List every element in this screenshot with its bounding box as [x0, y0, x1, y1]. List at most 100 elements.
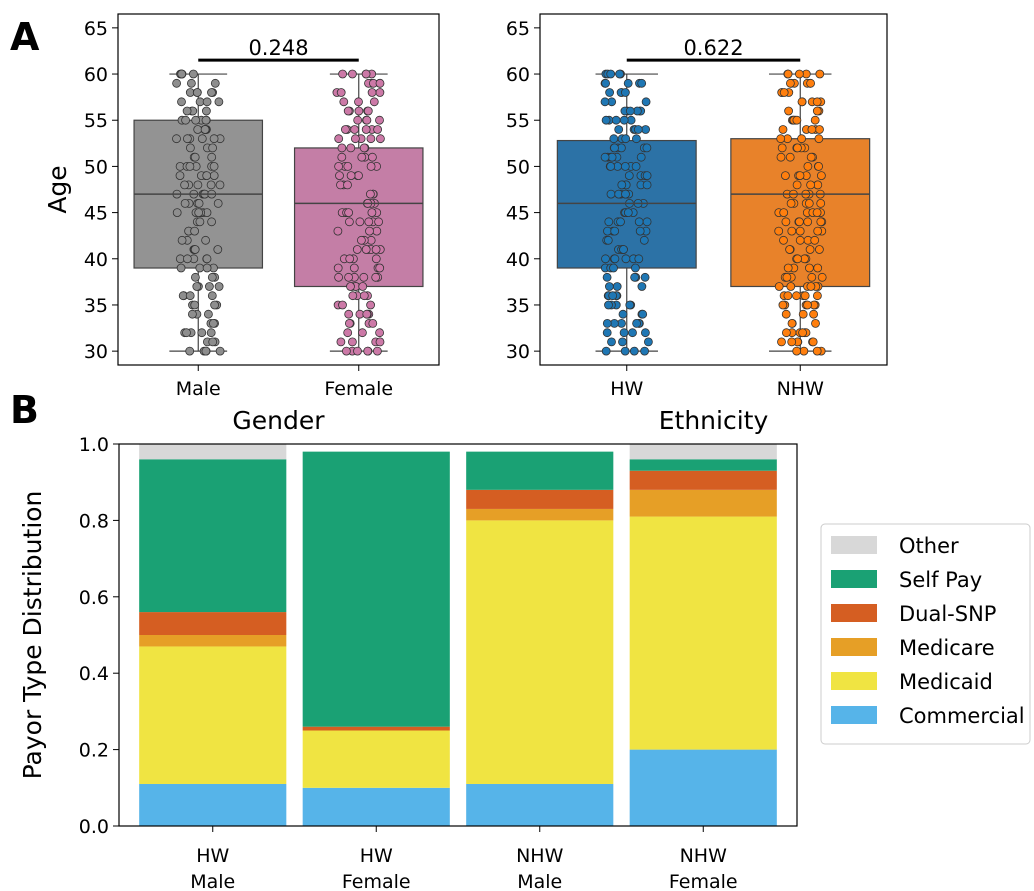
data-point — [347, 69, 357, 79]
data-point — [815, 245, 824, 254]
data-point — [812, 346, 822, 356]
data-point — [336, 337, 346, 347]
data-point — [608, 291, 618, 301]
data-point — [210, 78, 220, 88]
data-point — [630, 272, 639, 282]
data-point — [338, 69, 348, 79]
data-point — [603, 235, 613, 245]
x-tick-label: HW — [196, 845, 229, 867]
y-tick-label: 0.2 — [79, 740, 109, 762]
data-point — [632, 318, 641, 328]
data-point — [816, 198, 826, 208]
data-point — [812, 208, 822, 218]
data-point — [340, 125, 350, 134]
data-point — [190, 226, 200, 236]
data-point — [781, 171, 790, 181]
data-point — [341, 346, 351, 356]
data-point — [333, 226, 343, 236]
data-point — [621, 254, 631, 264]
data-point — [188, 69, 198, 79]
data-point — [352, 245, 362, 254]
data-point — [367, 152, 377, 162]
x-tick-label: HW — [610, 378, 643, 400]
data-point — [349, 263, 359, 273]
bar-segment-medicare — [139, 635, 287, 647]
data-point — [185, 291, 195, 301]
data-point — [215, 180, 225, 190]
data-point — [602, 328, 612, 338]
data-point — [355, 217, 365, 227]
data-point — [202, 254, 212, 264]
bar-segment-self-pay — [629, 459, 777, 471]
data-point — [600, 97, 610, 107]
data-point — [806, 282, 816, 291]
x-tick-label: NHW — [680, 845, 728, 867]
data-point — [776, 152, 786, 162]
y-tick-label: 35 — [506, 295, 530, 317]
data-point — [365, 226, 374, 236]
data-point — [619, 245, 628, 254]
data-point — [182, 328, 191, 338]
data-point — [195, 263, 205, 273]
data-point — [634, 217, 644, 227]
y-tick-label: 0.8 — [79, 510, 109, 532]
data-point — [213, 198, 223, 208]
data-point — [333, 263, 343, 273]
data-point — [786, 282, 796, 291]
data-point — [357, 328, 367, 338]
data-point — [172, 134, 181, 144]
x-tick-label: Female — [669, 871, 738, 891]
y-tick-label: 50 — [506, 156, 530, 178]
data-point — [359, 272, 369, 282]
data-point — [629, 346, 639, 356]
data-point — [640, 346, 649, 356]
data-point — [805, 245, 815, 254]
data-point — [793, 143, 802, 153]
data-point — [600, 152, 610, 162]
data-point — [339, 97, 349, 107]
data-point — [361, 69, 371, 79]
data-point — [803, 300, 812, 310]
bar-segment-medicaid — [139, 646, 287, 784]
data-point — [779, 88, 789, 97]
data-point — [371, 254, 381, 264]
data-point — [354, 106, 364, 116]
x-tick-label: Female — [324, 378, 393, 400]
data-point — [185, 143, 195, 153]
y-tick-label: 45 — [84, 203, 108, 225]
data-point — [203, 309, 213, 319]
data-point — [197, 328, 207, 338]
data-point — [642, 180, 652, 190]
legend-label: Self Pay — [899, 568, 982, 592]
data-point — [795, 171, 805, 181]
data-point — [182, 106, 192, 116]
data-point — [782, 328, 791, 338]
data-point — [618, 337, 627, 347]
legend-label: Other — [899, 534, 959, 558]
data-point — [346, 143, 356, 153]
bar-segment-medicare — [466, 508, 614, 521]
data-point — [601, 346, 611, 356]
data-point — [369, 97, 379, 107]
data-point — [778, 125, 788, 134]
data-point — [373, 125, 383, 134]
data-point — [367, 208, 377, 218]
data-point — [610, 254, 620, 264]
data-point — [803, 217, 813, 227]
data-point — [814, 134, 824, 144]
data-point — [177, 97, 186, 107]
data-point — [193, 125, 203, 134]
data-point — [209, 171, 219, 181]
x-tick-label: Male — [517, 871, 562, 891]
data-point — [618, 309, 628, 319]
x-tick-label: Male — [176, 378, 221, 400]
data-point — [781, 217, 791, 227]
data-point — [209, 134, 219, 144]
data-point — [605, 282, 614, 291]
data-point — [642, 143, 652, 153]
data-point — [343, 180, 352, 190]
bar-segment-dual-snp — [139, 612, 287, 635]
data-point — [620, 346, 630, 356]
data-point — [338, 300, 347, 310]
